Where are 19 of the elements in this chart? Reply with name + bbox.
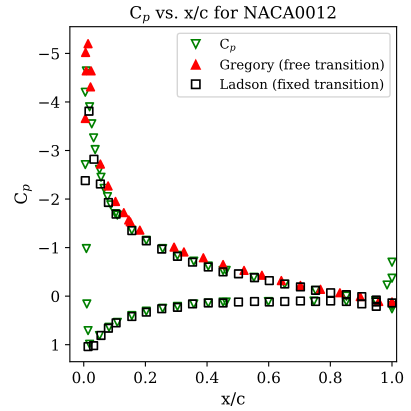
y-axis-title: C$_{p}$ xyxy=(14,184,32,204)
x-tick-label: 0.6 xyxy=(258,372,280,384)
y-tick-label: −5 xyxy=(39,48,59,60)
x-tick-label: 0.4 xyxy=(196,372,218,384)
chart-title: C$_{p}$ vs. x/c for NACA0012 xyxy=(130,6,336,24)
y-tick-label: 1 xyxy=(52,339,58,350)
y-tick-label: −4 xyxy=(39,96,60,108)
y-tick-label: −1 xyxy=(39,242,58,254)
legend-label: C$_{p}$ xyxy=(220,38,236,52)
legend-label: Ladson (fixed transition) xyxy=(220,78,384,91)
y-tick-label: −2 xyxy=(39,194,59,205)
x-axis-title: x/c xyxy=(221,392,245,406)
x-tick-label: 0.8 xyxy=(319,372,342,384)
x-tick-label: 0.2 xyxy=(134,372,156,384)
y-tick-label: 0 xyxy=(51,290,60,302)
x-tick-label: 0.0 xyxy=(72,372,95,384)
x-tick-label: 1.0 xyxy=(382,372,404,384)
legend-label: Gregory (free transition) xyxy=(220,59,384,72)
y-tick-label: −3 xyxy=(39,144,60,157)
